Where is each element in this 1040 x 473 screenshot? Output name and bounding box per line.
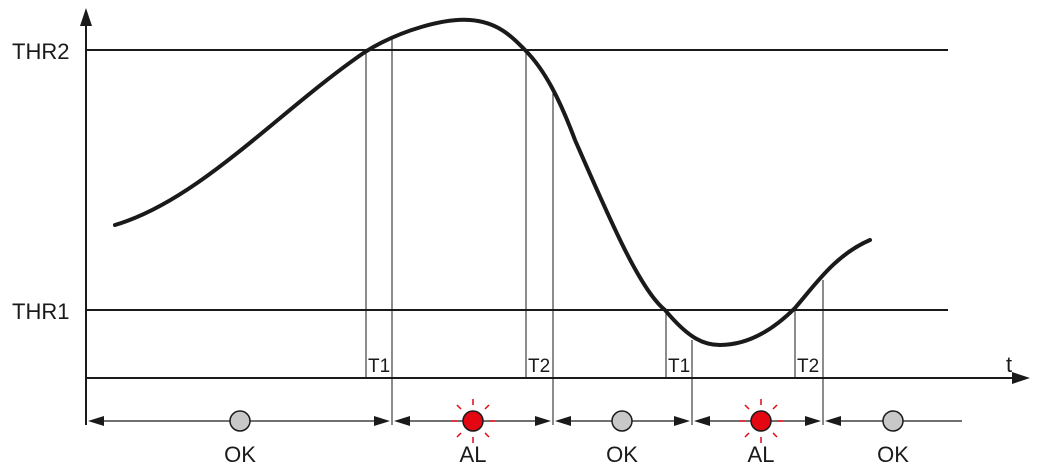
led-off-icon [229,410,251,432]
state-label-1: OK [224,442,256,467]
led-off-icon [611,410,633,432]
state-intervals [88,416,962,426]
y-axis-arrowhead [80,8,92,26]
status-leds [229,399,904,443]
timer-label-2: T2 [528,356,550,377]
state-label-4: AL [748,442,775,467]
timer-label-4: T2 [797,356,819,377]
time-axis-arrowhead [1012,372,1030,384]
led-alarm-icon [739,399,783,443]
thr2-label: THR2 [12,39,69,64]
timer-label-1: T1 [368,356,390,377]
led-off-icon [882,410,904,432]
state-label-5: OK [877,442,909,467]
time-axis-label: t [1006,352,1012,377]
thr1-label: THR1 [12,299,69,324]
state-label-2: AL [460,442,487,467]
timer-label-3: T1 [668,356,690,377]
led-alarm-icon [451,399,495,443]
signal-curve [113,17,872,348]
timer-markers [365,36,824,425]
state-label-3: OK [606,442,638,467]
